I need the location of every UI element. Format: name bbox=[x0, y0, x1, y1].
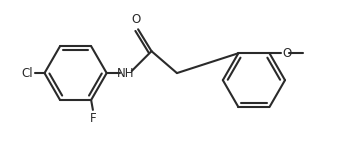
Text: NH: NH bbox=[117, 67, 135, 80]
Text: O: O bbox=[283, 47, 292, 60]
Text: Cl: Cl bbox=[21, 67, 32, 80]
Text: F: F bbox=[90, 112, 97, 125]
Text: O: O bbox=[132, 13, 141, 26]
